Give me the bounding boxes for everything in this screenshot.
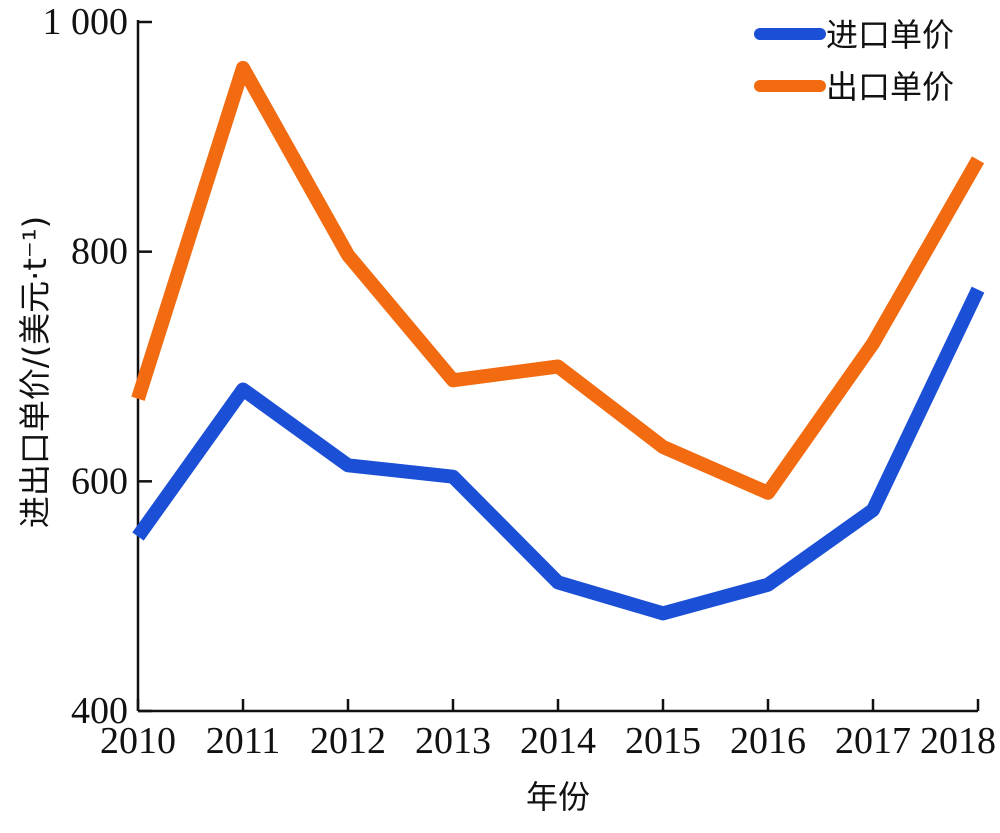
y-tick-label: 1 000 <box>43 1 129 43</box>
y-tick-label: 400 <box>71 690 128 732</box>
series-lines <box>131 60 985 621</box>
series-line-import-price <box>132 286 985 621</box>
y-axis-title: 进出口单价/(美元·t⁻¹) <box>16 216 54 528</box>
legend-label: 出口单价 <box>826 68 954 106</box>
y-tick-label: 600 <box>71 460 128 502</box>
x-tick-label: 2014 <box>520 720 596 762</box>
x-ticks: 2010 2011 2012 2013 2014 2015 2016 2017 2018 <box>100 699 996 762</box>
x-tick-label: 2018 <box>920 720 996 762</box>
legend-label: 进口单价 <box>826 16 954 54</box>
y-ticks: 400 600 800 1 000 <box>43 1 152 732</box>
x-tick-label: 2016 <box>730 720 806 762</box>
series-line-export-price <box>131 60 985 500</box>
x-tick-label: 2015 <box>625 720 701 762</box>
x-tick-label: 2017 <box>835 720 911 762</box>
x-axis-title: 年份 <box>526 778 590 816</box>
x-tick-label: 2011 <box>206 720 281 762</box>
x-tick-label: 2010 <box>100 720 176 762</box>
x-tick-label: 2012 <box>310 720 386 762</box>
y-tick-label: 800 <box>71 231 128 273</box>
x-tick-label: 2013 <box>415 720 491 762</box>
